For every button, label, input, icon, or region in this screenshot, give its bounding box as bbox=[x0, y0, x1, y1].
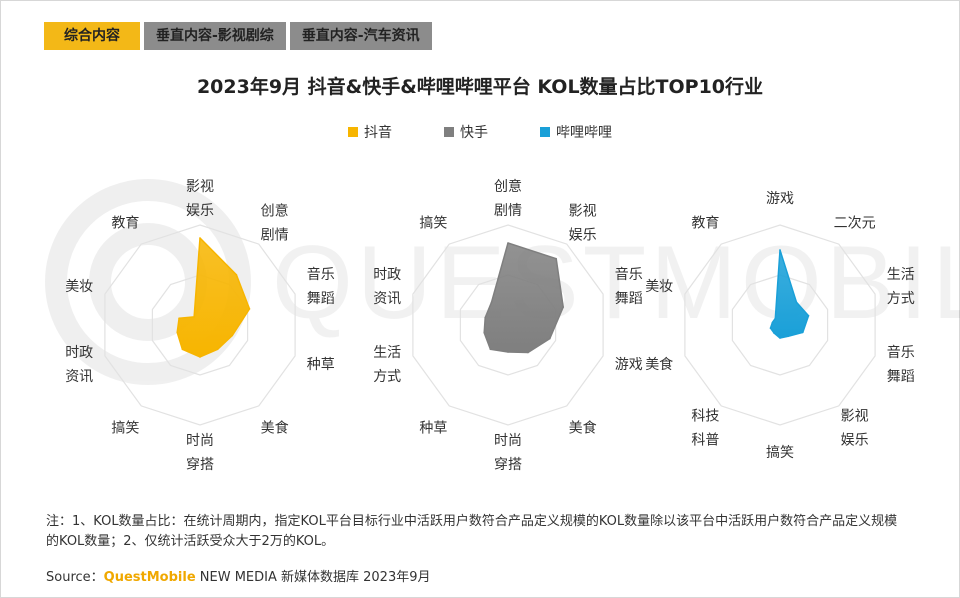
radar-point bbox=[231, 334, 234, 337]
radar-grid-ring-1 bbox=[684, 224, 876, 426]
axis-label: 搞笑 bbox=[419, 215, 447, 231]
chart-title: 2023年9月 抖音&快手&哔哩哔哩平台 KOL数量占比TOP10行业 bbox=[196, 76, 764, 98]
axis-label: 影视娱乐 bbox=[569, 203, 597, 243]
axis-label: 游戏 bbox=[615, 357, 643, 373]
radar-point bbox=[771, 321, 774, 324]
axis-label: 影视娱乐 bbox=[186, 179, 214, 219]
tab-comprehensive[interactable]: 综合内容 bbox=[44, 22, 140, 50]
axis-label: 二次元 bbox=[834, 215, 876, 231]
axis-label: 科技科普 bbox=[691, 409, 719, 449]
radar-grid-ring-1 bbox=[412, 224, 604, 426]
radar-point bbox=[181, 348, 184, 351]
axis-label: 生活方式 bbox=[887, 267, 915, 307]
radar-point bbox=[779, 337, 781, 339]
radar-point bbox=[769, 327, 772, 329]
axis-label: 游戏 bbox=[766, 191, 794, 207]
radar-point bbox=[216, 348, 219, 351]
legend: 抖音 快手 哔哩哔哩 bbox=[0, 122, 960, 142]
legend-label-douyin: 抖音 bbox=[364, 125, 392, 141]
axis-label: 时政资讯 bbox=[65, 345, 93, 385]
radar-point bbox=[235, 274, 238, 276]
axis-label: 美食 bbox=[261, 420, 289, 437]
tab-film-tv[interactable]: 垂直内容-影视剧综 bbox=[144, 22, 286, 50]
radar-point bbox=[807, 314, 810, 317]
axis-label: 创意剧情 bbox=[261, 202, 289, 243]
radar-point bbox=[802, 331, 804, 334]
radar-point bbox=[248, 308, 251, 310]
tab-auto-news[interactable]: 垂直内容-汽车资讯 bbox=[289, 22, 432, 50]
axis-label: 美妆 bbox=[645, 279, 673, 295]
axis-label: 教育 bbox=[111, 215, 139, 231]
radar-grid-ring-1 bbox=[104, 224, 296, 426]
radar-point bbox=[787, 335, 789, 338]
source-prefix: Source： bbox=[46, 570, 104, 585]
radar-point bbox=[178, 317, 180, 320]
axis-label: 生活方式 bbox=[373, 345, 401, 385]
radar-point bbox=[483, 331, 486, 334]
radar-point bbox=[489, 348, 492, 351]
axis-label: 时尚穿搭 bbox=[186, 433, 214, 473]
radar-point bbox=[562, 306, 564, 308]
radar-point bbox=[484, 316, 487, 319]
radar-point bbox=[779, 249, 781, 251]
radar-point bbox=[555, 257, 557, 260]
legend-label-kuaishou: 快手 bbox=[460, 125, 488, 141]
radar-area-bilibili bbox=[769, 249, 810, 339]
legend-swatch-kuaishou bbox=[444, 127, 454, 137]
axis-label: 搞笑 bbox=[111, 421, 139, 437]
footnote: 注：1、KOL数量占比：在统计周期内，指定KOL平台目标行业中活跃用户数符合产品… bbox=[46, 514, 898, 549]
axis-label: 教育 bbox=[691, 215, 719, 231]
radar-area-kuaishou bbox=[483, 242, 564, 354]
radar-point bbox=[199, 356, 201, 358]
legend-swatch-douyin bbox=[348, 127, 358, 137]
axis-label: 音乐舞蹈 bbox=[307, 266, 335, 307]
legend-label-bilibili: 哔哩哔哩 bbox=[556, 125, 612, 141]
radar-area-douyin bbox=[176, 237, 251, 358]
radar-point bbox=[507, 351, 509, 353]
axis-label: 影视娱乐 bbox=[841, 409, 869, 449]
axis-label: 音乐舞蹈 bbox=[615, 266, 643, 307]
radar-douyin: 影视娱乐创意剧情音乐舞蹈种草美食时尚穿搭 搞笑 时政资讯 美妆 教育 bbox=[65, 179, 335, 473]
source-line: Source：QuestMobile NEW MEDIA 新媒体数据库 2023… bbox=[46, 566, 431, 585]
source-brand: QuestMobile bbox=[103, 570, 196, 585]
radar-point bbox=[176, 331, 178, 334]
axis-label: 种草 bbox=[419, 421, 447, 437]
axis-label: 音乐舞蹈 bbox=[887, 344, 915, 385]
legend-swatch-bilibili bbox=[540, 127, 550, 137]
radar-point bbox=[795, 301, 798, 304]
legend-item-kuaishou: 快手 bbox=[444, 122, 488, 142]
axis-label: 美妆 bbox=[65, 279, 93, 295]
radar-point bbox=[549, 337, 551, 340]
radar-point bbox=[490, 301, 493, 304]
axis-label: 种草 bbox=[307, 357, 335, 373]
legend-item-douyin: 抖音 bbox=[348, 122, 392, 142]
radar-point bbox=[774, 317, 777, 320]
radar-point bbox=[199, 237, 201, 239]
axis-label: 创意剧情 bbox=[494, 178, 522, 219]
axis-label: 时尚穿搭 bbox=[494, 433, 522, 473]
legend-item-bilibili: 哔哩哔哩 bbox=[540, 122, 612, 142]
tab-bar: 综合内容 垂直内容-影视剧综 垂直内容-汽车资讯 bbox=[44, 22, 432, 50]
radar-point bbox=[773, 332, 775, 334]
radar-kuaishou: 创意剧情影视娱乐音乐舞蹈游戏美食时尚穿搭 种草 生活方式 时政资讯 搞笑 bbox=[373, 178, 643, 473]
radar-point bbox=[193, 316, 195, 318]
axis-label: 搞笑 bbox=[766, 445, 794, 461]
axis-label: 美食 bbox=[569, 420, 597, 437]
source-rest: NEW MEDIA 新媒体数据库 2023年9月 bbox=[195, 570, 431, 585]
axis-label: 美食 bbox=[645, 356, 673, 373]
svg-text:QUESTMOBILE: QUESTMOBILE bbox=[272, 225, 960, 341]
axis-label: 时政资讯 bbox=[373, 267, 401, 307]
radar-grid-ring-2 bbox=[731, 274, 829, 376]
radar-point bbox=[527, 351, 529, 354]
radar-point bbox=[507, 242, 509, 244]
